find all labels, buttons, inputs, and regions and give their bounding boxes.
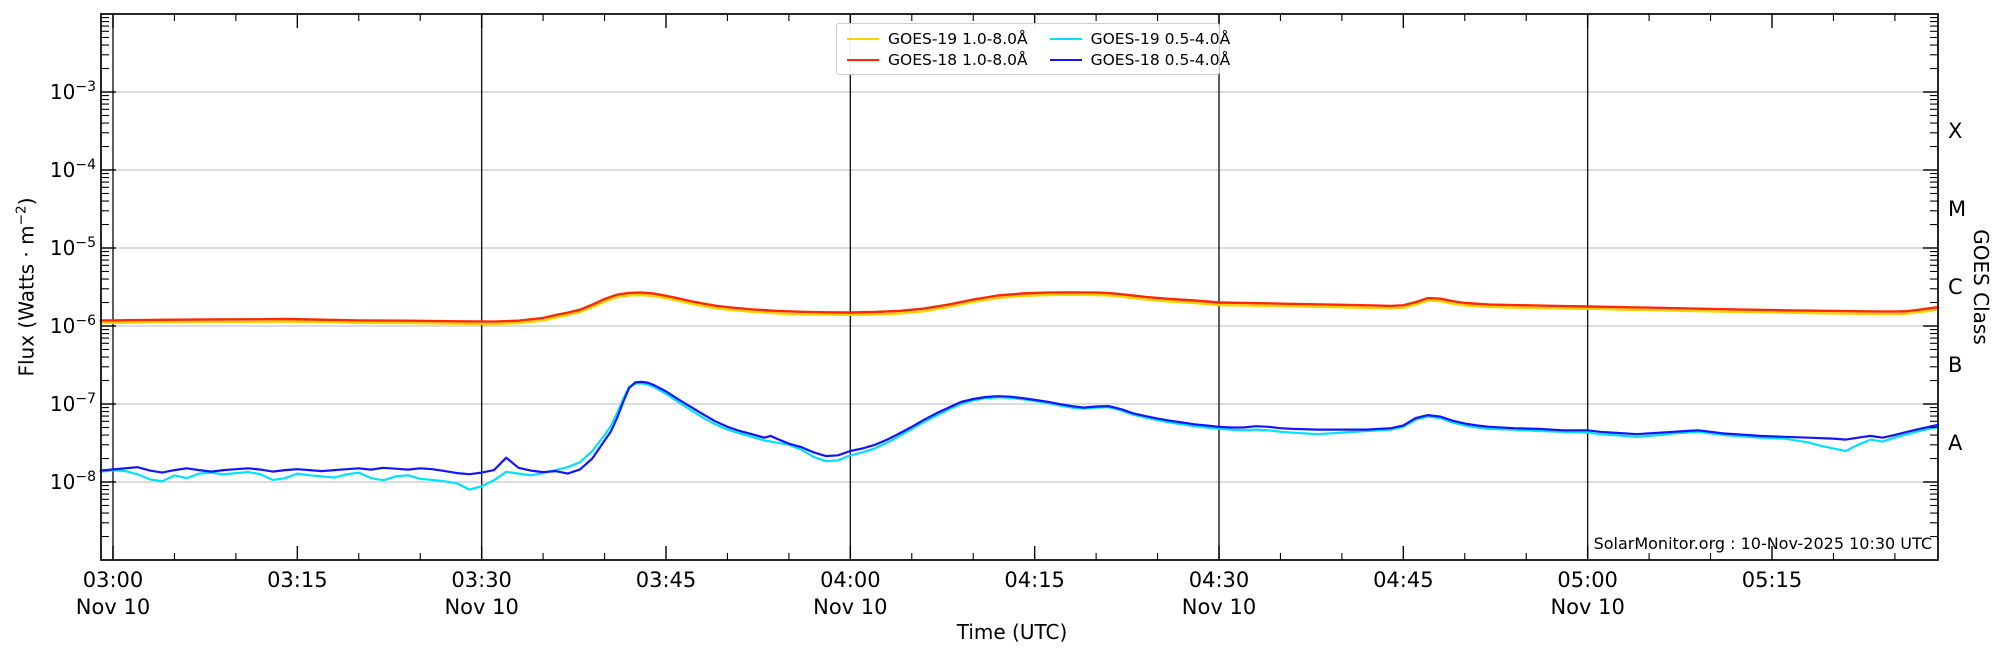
axes-spines [100, 13, 1939, 561]
legend-label: GOES-19 1.0-8.0Å [888, 29, 1028, 48]
goes-class-label-b: B [1948, 353, 1962, 377]
series-line [99, 382, 1940, 491]
legend-item-goes18-long: GOES-18 1.0-8.0Å [847, 51, 1028, 69]
x-tick-label: 03:30 [451, 568, 512, 592]
y-axis-label: Flux (Watts · m−2) [13, 197, 39, 377]
y-tick-label: 10−5 [50, 235, 96, 260]
x-tick-day-label: Nov 10 [444, 595, 518, 619]
x-tick-day-label: Nov 10 [813, 595, 887, 619]
legend-label: GOES-19 0.5-4.0Å [1090, 29, 1231, 48]
legend-item-goes19-long: GOES-19 1.0-8.0Å [847, 30, 1028, 48]
x-tick-label: 04:00 [820, 568, 881, 592]
x-tick-day-label: Nov 10 [1182, 595, 1256, 619]
goes-class-label-m: M [1948, 197, 1966, 221]
solarmonitor-timestamp: SolarMonitor.org : 10-Nov-2025 10:30 UTC [1593, 534, 1932, 553]
x-tick-label: 03:45 [636, 568, 697, 592]
y-tick-label: 10−7 [50, 391, 96, 416]
goes19-short-line-swatch [1049, 37, 1082, 40]
y-tick-label: 10−3 [50, 79, 96, 104]
decade-gridlines [101, 91, 1938, 483]
legend-label: GOES-18 1.0-8.0Å [888, 50, 1028, 69]
legend-item-goes19-short: GOES-19 0.5-4.0Å [1049, 29, 1231, 48]
x-tick-label: 03:15 [267, 568, 328, 592]
series-line [99, 291, 1940, 323]
goes18-short-line-swatch [1049, 58, 1082, 61]
legend-item-goes18-short: GOES-18 0.5-4.0Å [1049, 50, 1231, 69]
half-hour-vertical-lines [112, 14, 1589, 560]
y-tick-labels: 10−3 10−4 10−5 10−6 10−7 10−8 [50, 79, 96, 494]
goes18-long-line-swatch [847, 58, 879, 61]
goes-class-labels: X M C B A [1948, 119, 1966, 455]
y-axis-ticks [101, 17, 1938, 538]
x-tick-day-label: Nov 10 [76, 595, 150, 619]
x-axis-label: Time (UTC) [956, 620, 1068, 644]
x-tick-label: 04:15 [1004, 568, 1065, 592]
x-tick-labels: 03:00 Nov 10 03:15 03:30 Nov 10 03:45 04:00 Nov… [76, 568, 1802, 619]
y-tick-label: 10−6 [50, 313, 96, 338]
x-tick-label: 04:45 [1373, 568, 1434, 592]
goes-class-label-a: A [1948, 431, 1963, 455]
goes19-long-line-swatch [847, 37, 879, 40]
x-tick-label: 05:00 [1557, 568, 1618, 592]
y-tick-label: 10−4 [50, 157, 96, 182]
series-line [99, 293, 1940, 326]
legend: GOES-19 1.0-8.0Å GOES-18 1.0-8.0Å GOES-1… [836, 23, 1230, 75]
x-tick-label: 03:00 [83, 568, 144, 592]
goes-class-label-x: X [1948, 119, 1962, 143]
x-tick-label: 05:15 [1742, 568, 1803, 592]
series-goes-19-0-5-4-0- [99, 382, 1940, 491]
series-line [99, 380, 1940, 476]
goes-class-label-c: C [1948, 275, 1963, 299]
x-tick-day-label: Nov 10 [1550, 595, 1624, 619]
y-tick-label: 10−8 [50, 469, 96, 494]
series-goes-18-0-5-4-0- [99, 380, 1940, 476]
legend-label: GOES-18 0.5-4.0Å [1090, 50, 1231, 69]
x-axis-ticks [112, 14, 1896, 560]
right-axis-label: GOES Class [1969, 229, 1993, 345]
series-goes-19-1-0-8-0- [99, 293, 1940, 326]
series-goes-18-1-0-8-0- [99, 291, 1940, 323]
x-tick-label: 04:30 [1189, 568, 1250, 592]
